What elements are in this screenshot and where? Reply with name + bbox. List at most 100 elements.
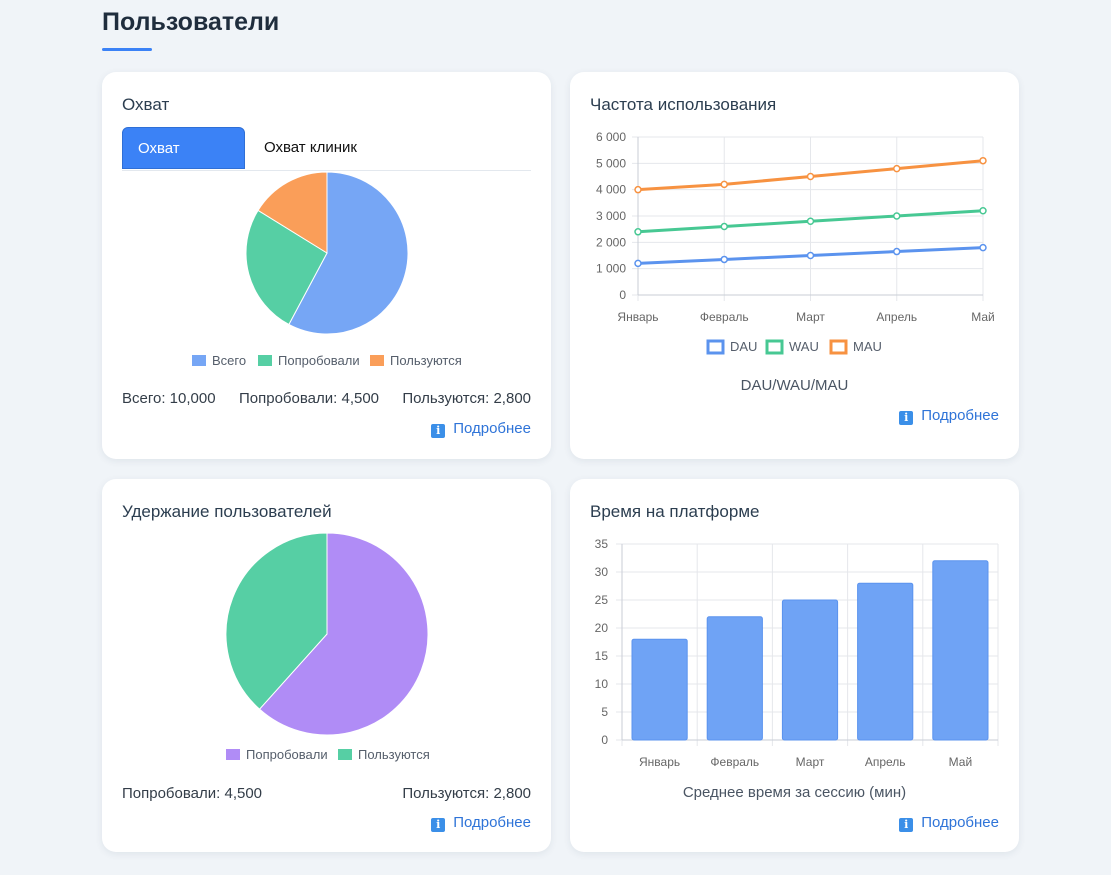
y-tick-label: 30 — [595, 565, 609, 579]
legend-swatch — [829, 339, 848, 355]
y-tick-label: 6 000 — [596, 130, 626, 144]
legend-item-using[interactable]: Пользуются — [338, 747, 430, 762]
time-more-label: Подробнее — [921, 814, 999, 831]
frequency-more-link[interactable]: i Подробнее — [899, 407, 999, 425]
data-point-wau[interactable] — [806, 217, 815, 226]
stat-using: Пользуются: 2,800 — [402, 390, 531, 407]
legend-label-total: Всего — [212, 353, 247, 368]
frequency-card-title: Частота использования — [590, 95, 777, 114]
stat-tried: Попробовали: 4,500 — [122, 785, 263, 802]
data-point-dau[interactable] — [979, 243, 987, 252]
data-point-wau[interactable] — [720, 222, 728, 231]
y-tick-label: 0 — [619, 288, 626, 302]
pie-slice-using[interactable] — [257, 172, 328, 254]
x-tick-label: Январь — [617, 310, 658, 324]
legend-label: WAU — [789, 339, 819, 354]
legend-swatch — [706, 339, 725, 355]
x-tick-label: Май — [971, 310, 995, 324]
data-point-mau[interactable] — [720, 180, 728, 189]
pie-slice-using[interactable] — [225, 532, 328, 710]
stat-total: Всего: 10,000 — [122, 390, 216, 407]
page-title: Пользователи — [102, 8, 280, 36]
stat-tried: Попробовали: 4,500 — [239, 390, 380, 407]
x-tick-label: Май — [949, 755, 973, 769]
x-tick-label: Февраль — [700, 310, 749, 324]
frequency-line-chart: 0 1 000 2 000 3 000 4 000 5 000 6 000 Январь Фев… — [596, 130, 995, 355]
y-tick-label: 5 000 — [596, 156, 626, 170]
stat-using: Пользуются: 2,800 — [402, 785, 531, 802]
legend-swatch-total — [192, 355, 206, 366]
info-icon: i — [431, 424, 446, 438]
time-more-link[interactable]: i Подробнее — [899, 814, 999, 832]
tab-doctors-reach[interactable]: Охват врачей — [122, 127, 245, 199]
data-point-mau[interactable] — [979, 156, 987, 165]
pie-slice-tried[interactable] — [258, 532, 429, 736]
legend-item-wau[interactable]: WAU — [765, 339, 819, 355]
retention-pie-chart — [225, 532, 429, 736]
bar[interactable] — [932, 560, 989, 741]
data-point-wau[interactable] — [893, 212, 901, 220]
legend-swatch-using — [370, 355, 384, 366]
y-tick-label: 25 — [595, 593, 609, 607]
frequency-caption: DAU/WAU/MAU — [740, 377, 849, 394]
retention-card-title: Удержание пользователей — [122, 502, 332, 521]
retention-more-link[interactable]: i Подробнее — [431, 814, 531, 832]
info-icon: i — [899, 818, 914, 832]
y-tick-label: 3 000 — [596, 209, 626, 223]
legend-label-tried: Попробовали — [246, 747, 328, 762]
legend-swatch-using — [338, 749, 352, 760]
y-tick-label: 4 000 — [596, 183, 626, 197]
pie-slice-tried[interactable] — [245, 209, 328, 326]
bar[interactable] — [781, 599, 839, 741]
bar[interactable] — [706, 616, 763, 741]
legend-label-using: Пользуются — [390, 353, 462, 368]
bar[interactable] — [631, 638, 688, 741]
data-point-mau[interactable] — [634, 185, 642, 194]
time-card-title: Время на платформе — [590, 502, 760, 521]
y-tick-label: 15 — [595, 649, 609, 663]
time-card: Время на платформе 0 5 10 15 20 25 30 35 Январь Ф… — [570, 479, 1019, 852]
legend-item-using[interactable]: Пользуются — [370, 353, 462, 368]
reach-tabs: Охват врачей Охват клиник — [122, 127, 531, 199]
legend-label-using: Пользуются — [358, 747, 430, 762]
reach-card: Охват Охват врачей Охват клиник Всего По… — [102, 72, 551, 459]
info-icon: i — [899, 411, 914, 425]
legend-label: DAU — [730, 339, 757, 354]
data-point-dau[interactable] — [806, 251, 815, 260]
x-tick-label: Февраль — [710, 755, 759, 769]
frequency-card: Частота использования 0 1 000 2 000 3 000 4 … — [570, 72, 1019, 459]
y-tick-label: 35 — [595, 537, 609, 551]
retention-more-label: Подробнее — [453, 814, 531, 831]
y-tick-label: 1 000 — [596, 262, 626, 276]
y-tick-label: 5 — [601, 705, 608, 719]
time-bar-chart: 0 5 10 15 20 25 30 35 Январь Февраль Март Апрель Май — [595, 537, 999, 769]
x-tick-label: Март — [796, 310, 825, 324]
legend-item-tried[interactable]: Попробовали — [226, 747, 328, 762]
data-point-dau[interactable] — [634, 259, 642, 268]
data-point-wau[interactable] — [979, 206, 987, 215]
legend-item-tried[interactable]: Попробовали — [258, 353, 360, 368]
legend-swatch-tried — [258, 355, 272, 366]
legend-item-mau[interactable]: MAU — [829, 339, 882, 355]
x-tick-label: Апрель — [865, 755, 906, 769]
x-tick-label: Январь — [639, 755, 680, 769]
reach-more-link[interactable]: i Подробнее — [431, 420, 531, 438]
y-tick-label: 0 — [601, 733, 608, 747]
data-point-wau[interactable] — [634, 228, 642, 236]
data-point-mau[interactable] — [893, 164, 901, 173]
reach-pie-chart — [245, 172, 409, 335]
retention-card: Удержание пользователей Попробовали Поль… — [102, 479, 551, 852]
data-point-dau[interactable] — [893, 247, 901, 256]
legend-item-dau[interactable]: DAU — [706, 339, 757, 355]
tab-clinics-reach[interactable]: Охват клиник — [249, 127, 372, 169]
x-tick-label: Март — [796, 755, 825, 769]
data-point-mau[interactable] — [806, 172, 815, 181]
pie-slice-total[interactable] — [288, 172, 409, 335]
legend-item-total[interactable]: Всего — [192, 353, 246, 368]
data-point-dau[interactable] — [720, 255, 728, 264]
legend-label-tried: Попробовали — [278, 353, 360, 368]
bar[interactable] — [857, 582, 914, 741]
y-tick-label: 2 000 — [596, 235, 626, 249]
legend-swatch-tried — [226, 749, 240, 760]
reach-legend: Всего Попробовали Пользуются — [192, 353, 492, 369]
